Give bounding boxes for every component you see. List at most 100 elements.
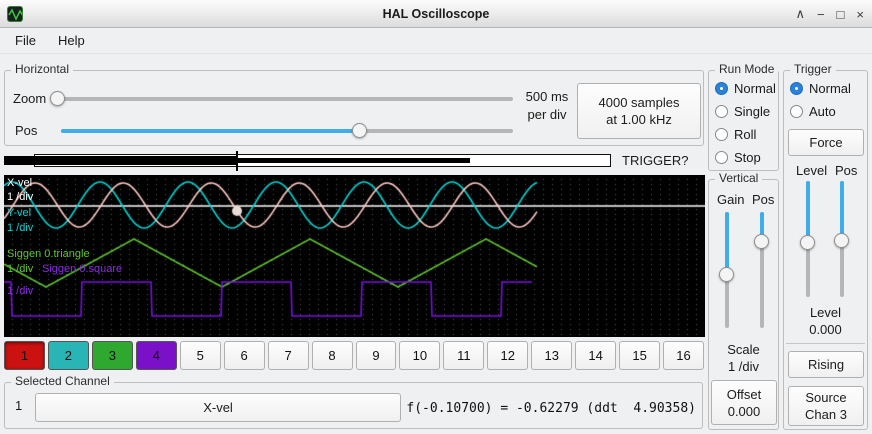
offset-button[interactable]: Offset 0.000 <box>711 380 777 425</box>
source-button-label: Source <box>805 390 847 405</box>
horizontal-group: Horizontal Zoom Pos 500 ms per div 4000 … <box>4 62 704 146</box>
slider-handle[interactable] <box>719 267 734 283</box>
menubar: File Help <box>0 28 872 54</box>
channel-button-14[interactable]: 14 <box>575 341 617 370</box>
channel-button-15[interactable]: 15 <box>619 341 661 370</box>
selected-channel-group: Selected Channel 1 X-vel f(-0.10700) = -… <box>4 374 703 429</box>
radio-indicator[interactable] <box>715 150 728 164</box>
edge-button[interactable]: Rising <box>788 351 864 378</box>
radio-roll[interactable]: Roll <box>715 126 776 142</box>
record-pending-bar <box>237 158 470 163</box>
run-mode-group-title: Run Mode <box>715 62 779 76</box>
pos-label: Pos <box>15 123 38 138</box>
scope-canvas[interactable] <box>4 175 705 337</box>
slider-track[interactable] <box>760 212 764 328</box>
channel-button-7[interactable]: 7 <box>267 341 309 370</box>
zoom-label: Zoom <box>13 91 47 106</box>
channel-row: 1 2 3 4 5 6 7 8 9 10 11 12 13 14 15 16 <box>4 341 704 370</box>
channel-button-9[interactable]: 9 <box>355 341 397 370</box>
source-button[interactable]: Source Chan 3 <box>788 386 864 426</box>
shade-icon[interactable]: ∧ <box>795 6 805 21</box>
samples-button[interactable]: 4000 samples at 1.00 kHz <box>577 83 701 139</box>
timebase-value: 500 ms <box>525 89 569 104</box>
scope-display: X-vel 1 /div Y-vel 1 /div Siggen 0.triangle 1… <box>4 175 705 337</box>
selected-channel-group-title: Selected Channel <box>11 374 114 388</box>
vertical-group: Vertical Gain Pos Scale 1 /div Offset 0.… <box>708 171 779 430</box>
slider-track[interactable] <box>51 97 513 101</box>
trigger-divider <box>786 343 865 344</box>
vertical-group-title: Vertical <box>715 171 763 185</box>
channel-name-button[interactable]: X-vel <box>35 393 401 422</box>
slider-handle[interactable] <box>50 91 66 106</box>
scale-label: Scale <box>727 342 760 357</box>
radio-single[interactable]: Single <box>715 103 776 119</box>
trigger-level-readout-value: 0.000 <box>809 322 842 337</box>
trigger-group-title: Trigger <box>790 62 836 76</box>
slider-fill <box>760 212 764 241</box>
slider-handle[interactable] <box>351 123 367 138</box>
maximize-icon[interactable]: □ <box>836 6 845 22</box>
radio-indicator[interactable] <box>790 104 803 118</box>
channel-button-5[interactable]: 5 <box>179 341 221 370</box>
channel-button-11[interactable]: 11 <box>443 341 485 370</box>
trigger-mode-radios: Normal Auto <box>790 80 851 126</box>
trigger-level-label: Level <box>796 163 828 178</box>
radio-normal[interactable]: Normal <box>715 80 776 96</box>
radio-indicator[interactable] <box>715 104 728 118</box>
app-icon <box>7 6 23 22</box>
channel-button-13[interactable]: 13 <box>531 341 573 370</box>
channel-button-3[interactable]: 3 <box>91 341 133 370</box>
channel-button-12[interactable]: 12 <box>487 341 529 370</box>
radio-normal[interactable]: Normal <box>790 80 851 96</box>
slider-handle[interactable] <box>800 234 815 250</box>
radio-indicator[interactable] <box>715 127 728 141</box>
selected-channel-number: 1 <box>15 398 23 413</box>
trigger-group: Trigger Normal Auto Force Level Pos Level… <box>783 62 868 430</box>
radio-auto[interactable]: Auto <box>790 103 851 119</box>
slider-fill <box>61 129 360 133</box>
menu-file[interactable]: File <box>15 33 36 48</box>
minimize-icon[interactable]: − <box>816 6 825 22</box>
slider-fill <box>806 181 810 243</box>
radio-indicator[interactable] <box>715 81 728 95</box>
run-mode-group: Run Mode Normal Single Roll Stop <box>708 62 779 171</box>
samples-rate: at 1.00 kHz <box>606 112 672 127</box>
radio-label: Normal <box>734 80 776 96</box>
menu-help[interactable]: Help <box>57 33 85 48</box>
radio-label: Auto <box>809 103 836 119</box>
pos-slider[interactable] <box>61 123 513 139</box>
channel-button-4[interactable]: 4 <box>135 341 177 370</box>
window-title: HAL Oscilloscope <box>382 7 490 21</box>
slider-fill <box>840 181 844 241</box>
slider-handle[interactable] <box>834 232 849 248</box>
slider-handle[interactable] <box>754 233 769 249</box>
trigger-pos-label: Pos <box>835 163 858 178</box>
channel-button-1[interactable]: 1 <box>4 341 45 370</box>
channel-button-2[interactable]: 2 <box>47 341 89 370</box>
radio-label: Normal <box>809 80 851 96</box>
trigger-level-slider[interactable] <box>800 181 817 297</box>
zoom-slider[interactable] <box>50 91 513 107</box>
radio-stop[interactable]: Stop <box>715 149 776 165</box>
vertical-pos-slider[interactable] <box>754 212 771 328</box>
force-button[interactable]: Force <box>788 129 864 156</box>
offset-button-value: 0.000 <box>727 403 761 419</box>
trigger-pos-slider[interactable] <box>834 181 851 297</box>
close-icon[interactable]: × <box>856 6 864 22</box>
gain-slider[interactable] <box>719 212 736 328</box>
titlebar[interactable]: HAL Oscilloscope ∧ − □ × <box>0 0 872 28</box>
offset-button-label: Offset <box>726 386 762 402</box>
channel-button-16[interactable]: 16 <box>663 341 704 370</box>
channel-value-readout: f(-0.10700) = -0.62279 (ddt 4.90358) <box>406 401 696 416</box>
radio-indicator[interactable] <box>790 81 803 95</box>
scale-value: 1 /div <box>727 359 760 374</box>
record-position-bar[interactable]: TRIGGER? <box>4 151 704 171</box>
timebase-unit: per div <box>527 107 567 122</box>
timebase-readout: 500 ms per div <box>519 88 575 124</box>
channel-button-10[interactable]: 10 <box>399 341 441 370</box>
channel-button-8[interactable]: 8 <box>311 341 353 370</box>
channel-button-6[interactable]: 6 <box>223 341 265 370</box>
trigger-position-tick[interactable] <box>236 151 238 171</box>
horizontal-group-title: Horizontal <box>11 62 74 76</box>
